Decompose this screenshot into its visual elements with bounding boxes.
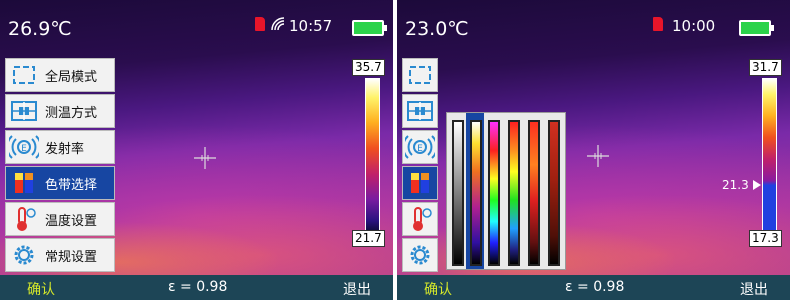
wifi-icon xyxy=(270,16,286,32)
palette-option[interactable] xyxy=(528,120,540,266)
confirm-button[interactable]: 确认 xyxy=(27,279,55,299)
menu-label: 温度设置 xyxy=(45,210,97,229)
menu-label: 常规设置 xyxy=(45,246,97,265)
menu-item[interactable]: 发射率 xyxy=(5,130,115,164)
menu-icon-selected[interactable] xyxy=(402,166,438,200)
menu-icon[interactable] xyxy=(402,202,438,236)
scale-marker: 21.3 xyxy=(722,178,749,192)
screen: 26.9℃ 10:57 全局模式 测温方式 发射率 色带选择 温度设置 常规设置… xyxy=(0,0,393,300)
menu-icon[interactable] xyxy=(402,238,438,272)
menu-item[interactable]: 常规设置 xyxy=(5,238,115,272)
menu-label: 全局模式 xyxy=(45,66,97,85)
page: {"screens":[ {"temperature":"26.9℃","tim… xyxy=(0,0,790,300)
scale-max: 31.7 xyxy=(749,59,782,76)
bottom-bar: 确认 ε = 0.98 退出 xyxy=(397,275,790,300)
sd-icon xyxy=(255,17,265,31)
emissivity: ε = 0.98 xyxy=(565,279,624,295)
menu-label: 发射率 xyxy=(45,138,84,157)
sd-icon xyxy=(653,17,663,31)
clock: 10:00 xyxy=(672,17,715,35)
bottom-bar: 确认 ε = 0.98 退出 xyxy=(0,275,393,300)
color-scale xyxy=(762,78,777,234)
marker-arrow xyxy=(753,180,761,190)
menu-label: 测温方式 xyxy=(45,102,97,121)
menu-item-selected[interactable]: 色带选择 xyxy=(5,166,115,200)
menu-item[interactable]: 温度设置 xyxy=(5,202,115,236)
menu-icon[interactable] xyxy=(402,130,438,164)
palette-option[interactable] xyxy=(548,120,560,266)
center-temperature: 26.9℃ xyxy=(8,18,72,40)
emissivity: ε = 0.98 xyxy=(168,279,227,295)
crosshair xyxy=(587,145,609,167)
color-scale xyxy=(365,78,380,234)
menu-item[interactable]: 测温方式 xyxy=(5,94,115,128)
screen: 23.0℃ 10:00 31.7 21.3 17.3 确认 ε = 0.98 退… xyxy=(397,0,790,300)
scale-min: 21.7 xyxy=(352,230,385,247)
scale-min: 17.3 xyxy=(749,230,782,247)
palette-option[interactable] xyxy=(488,120,500,266)
palette-option[interactable] xyxy=(470,120,482,266)
confirm-button[interactable]: 确认 xyxy=(424,279,452,299)
menu-icon[interactable] xyxy=(402,58,438,92)
crosshair xyxy=(194,147,216,169)
menu-label: 色带选择 xyxy=(45,174,97,193)
clock: 10:57 xyxy=(289,17,332,35)
battery xyxy=(352,20,384,36)
palette-option[interactable] xyxy=(508,120,520,266)
exit-button[interactable]: 退出 xyxy=(343,279,371,299)
scale-max: 35.7 xyxy=(352,59,385,76)
battery xyxy=(739,20,771,36)
center-temperature: 23.0℃ xyxy=(405,18,469,40)
exit-button[interactable]: 退出 xyxy=(740,279,768,299)
palette-option[interactable] xyxy=(452,120,464,266)
palette-popup xyxy=(446,112,566,270)
menu-icon[interactable] xyxy=(402,94,438,128)
menu-item[interactable]: 全局模式 xyxy=(5,58,115,92)
